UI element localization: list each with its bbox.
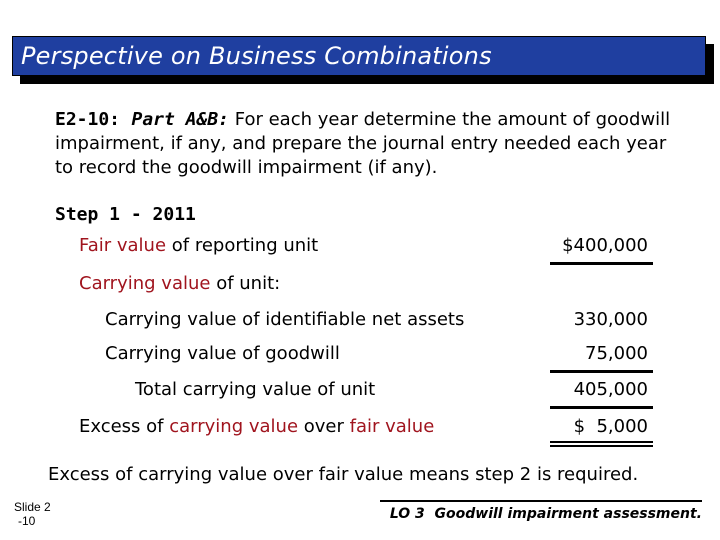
goodwill-label: Carrying value of goodwill (105, 343, 340, 364)
fair-value-label: Fair value of reporting unit (79, 235, 318, 256)
slide-number-line2: -10 (18, 514, 36, 528)
learning-objective: LO 3 Goodwill impairment assessment. (389, 506, 702, 522)
total-label: Total carrying value of unit (135, 379, 376, 400)
slide-number: Slide 2 -10 (14, 500, 51, 528)
fair-value-underline (550, 262, 653, 265)
lo-divider (380, 500, 702, 502)
excess-mid: over (298, 416, 350, 437)
total-amount: 405,000 (573, 379, 648, 400)
net-assets-amount: 330,000 (573, 309, 648, 330)
title-bar: Perspective on Business Combinations (12, 36, 706, 76)
slide-number-line1: Slide 2 (14, 500, 51, 514)
slide-title: Perspective on Business Combinations (21, 42, 492, 70)
conclusion-text: Excess of carrying value over fair value… (48, 464, 639, 485)
carrying-heading: Carrying value of unit: (79, 273, 280, 294)
carrying-heading-rest: of unit: (210, 273, 281, 294)
problem-intro: E2-10: Part A&B: For each year determine… (55, 108, 675, 180)
exercise-part: Part A&B: (131, 109, 230, 130)
excess-double-underline-bottom (550, 445, 653, 447)
goodwill-underline (550, 370, 653, 373)
excess-fair-highlight: fair value (349, 416, 435, 437)
fair-value-highlight: Fair value (79, 235, 167, 256)
intro-text: For each year determine the amount of go… (55, 109, 671, 178)
excess-amount: $ 5,000 (573, 416, 648, 437)
excess-double-underline-top (550, 441, 653, 443)
step-label: Step 1 - 2011 (55, 204, 196, 225)
carrying-heading-highlight: Carrying value (79, 273, 211, 294)
excess-pre: Excess of (79, 416, 170, 437)
fair-value-amount: $400,000 (562, 235, 648, 256)
goodwill-amount: 75,000 (585, 343, 648, 364)
net-assets-label: Carrying value of identifiable net asset… (105, 309, 465, 330)
excess-label: Excess of carrying value over fair value (79, 416, 434, 437)
fair-value-rest: of reporting unit (166, 235, 319, 256)
total-underline (550, 406, 653, 409)
exercise-code: E2-10: (55, 109, 121, 130)
excess-carrying-highlight: carrying value (169, 416, 299, 437)
